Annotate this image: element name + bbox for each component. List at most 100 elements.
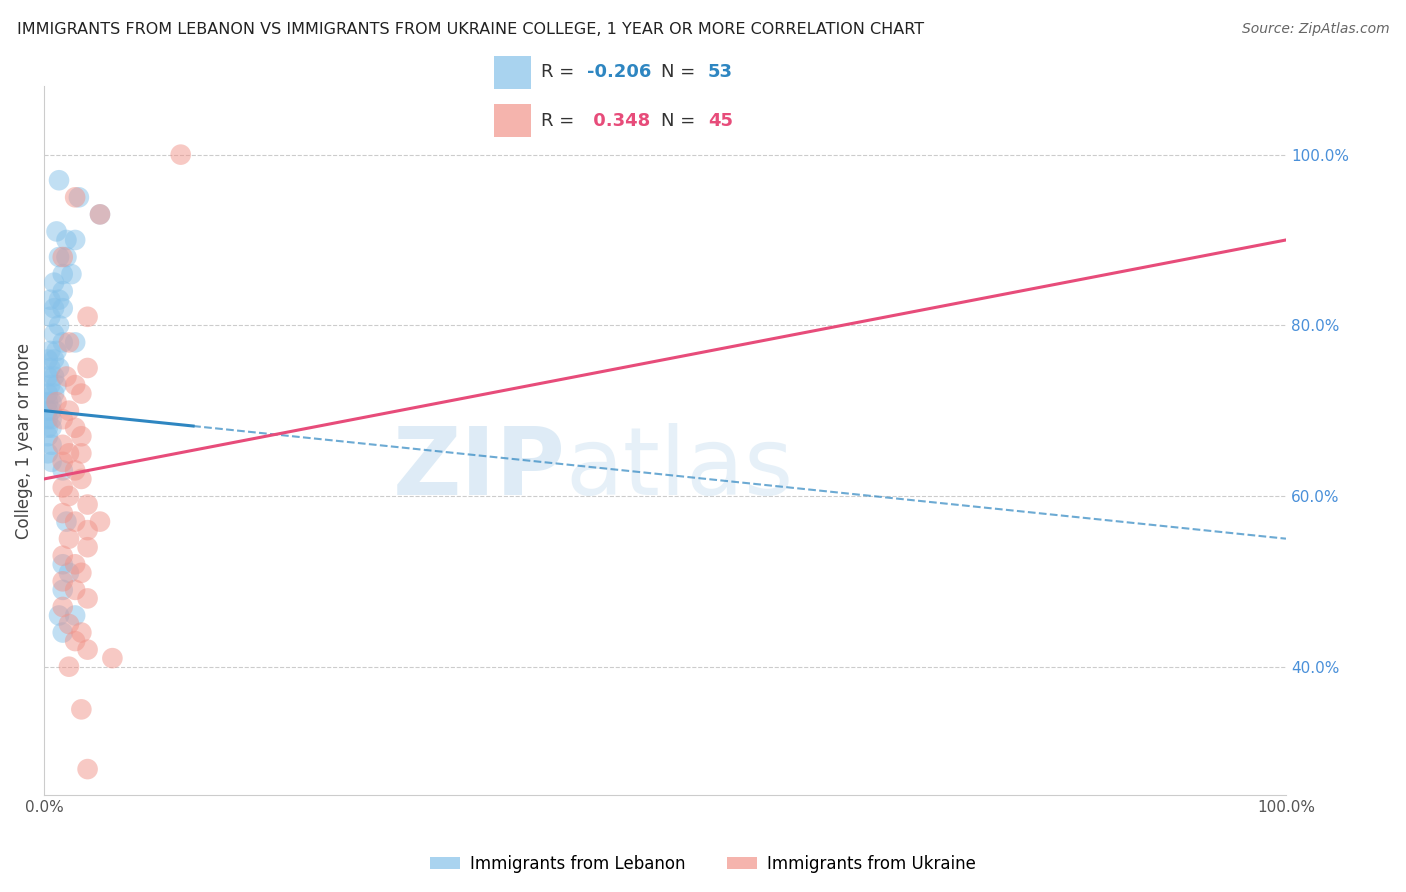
Point <box>42 326 65 341</box>
Legend: Immigrants from Lebanon, Immigrants from Ukraine: Immigrants from Lebanon, Immigrants from… <box>423 848 983 880</box>
Point <box>70 566 93 580</box>
Point <box>55 250 77 264</box>
Point <box>37 421 59 435</box>
Point <box>101 651 124 665</box>
Point <box>37 429 59 443</box>
Point <box>55 369 77 384</box>
Point <box>52 463 75 477</box>
Point <box>63 463 86 477</box>
Point <box>63 558 86 572</box>
Point <box>41 438 63 452</box>
Point <box>63 378 86 392</box>
Point <box>70 702 93 716</box>
Text: 53: 53 <box>707 63 733 81</box>
Point <box>170 147 193 161</box>
Point <box>52 558 75 572</box>
Point <box>39 293 62 307</box>
Point <box>52 480 75 494</box>
Point <box>41 395 63 409</box>
Point <box>39 361 62 376</box>
Point <box>89 515 111 529</box>
Text: R =: R = <box>541 112 579 129</box>
Text: ZIP: ZIP <box>392 423 565 515</box>
Point <box>52 549 75 563</box>
Point <box>37 395 59 409</box>
Text: 0.348: 0.348 <box>588 112 651 129</box>
Point <box>58 532 80 546</box>
Point <box>63 608 86 623</box>
Point <box>89 207 111 221</box>
Point <box>58 446 80 460</box>
Point <box>45 343 67 358</box>
Y-axis label: College, 1 year or more: College, 1 year or more <box>15 343 32 539</box>
Point <box>37 386 59 401</box>
Text: IMMIGRANTS FROM LEBANON VS IMMIGRANTS FROM UKRAINE COLLEGE, 1 YEAR OR MORE CORRE: IMMIGRANTS FROM LEBANON VS IMMIGRANTS FR… <box>17 22 924 37</box>
Point <box>45 224 67 238</box>
Point <box>41 403 63 417</box>
Point <box>39 378 62 392</box>
Point <box>39 343 62 358</box>
Point <box>41 412 63 426</box>
Point <box>42 352 65 367</box>
Point <box>48 361 70 376</box>
Point <box>52 301 75 316</box>
Point <box>63 335 86 350</box>
Point <box>48 250 70 264</box>
Point <box>58 403 80 417</box>
Text: Source: ZipAtlas.com: Source: ZipAtlas.com <box>1241 22 1389 37</box>
Point <box>63 190 86 204</box>
Point <box>52 250 75 264</box>
Text: N =: N = <box>661 63 702 81</box>
Point <box>70 472 93 486</box>
Point <box>60 267 83 281</box>
Point <box>52 506 75 520</box>
Point <box>70 446 93 460</box>
Point <box>55 515 77 529</box>
Point <box>63 634 86 648</box>
Point <box>52 599 75 614</box>
Point <box>45 395 67 409</box>
Point <box>37 352 59 367</box>
Point <box>76 523 98 537</box>
Point <box>58 659 80 673</box>
Point <box>70 386 93 401</box>
Point <box>52 625 75 640</box>
Text: -0.206: -0.206 <box>588 63 651 81</box>
Point <box>52 412 75 426</box>
Point <box>42 369 65 384</box>
Text: R =: R = <box>541 63 579 81</box>
Point <box>76 498 98 512</box>
FancyBboxPatch shape <box>495 56 531 88</box>
Point <box>37 369 59 384</box>
Point <box>48 293 70 307</box>
Point <box>76 540 98 554</box>
Point <box>45 378 67 392</box>
Point <box>52 335 75 350</box>
Point <box>52 455 75 469</box>
Point <box>63 515 86 529</box>
Point <box>63 421 86 435</box>
Point <box>52 267 75 281</box>
Point <box>89 207 111 221</box>
Point <box>48 318 70 333</box>
Text: N =: N = <box>661 112 702 129</box>
Point <box>52 574 75 589</box>
Point <box>52 438 75 452</box>
Point <box>76 361 98 376</box>
Point <box>42 386 65 401</box>
Point <box>37 446 59 460</box>
Point <box>58 566 80 580</box>
Point <box>76 310 98 324</box>
Point <box>41 455 63 469</box>
Point <box>52 284 75 298</box>
Point <box>41 421 63 435</box>
Point <box>39 310 62 324</box>
Point <box>58 335 80 350</box>
Point <box>37 412 59 426</box>
Point <box>70 625 93 640</box>
Point <box>63 233 86 247</box>
Point <box>76 762 98 776</box>
Point <box>58 489 80 503</box>
Point <box>76 591 98 606</box>
Point <box>52 582 75 597</box>
